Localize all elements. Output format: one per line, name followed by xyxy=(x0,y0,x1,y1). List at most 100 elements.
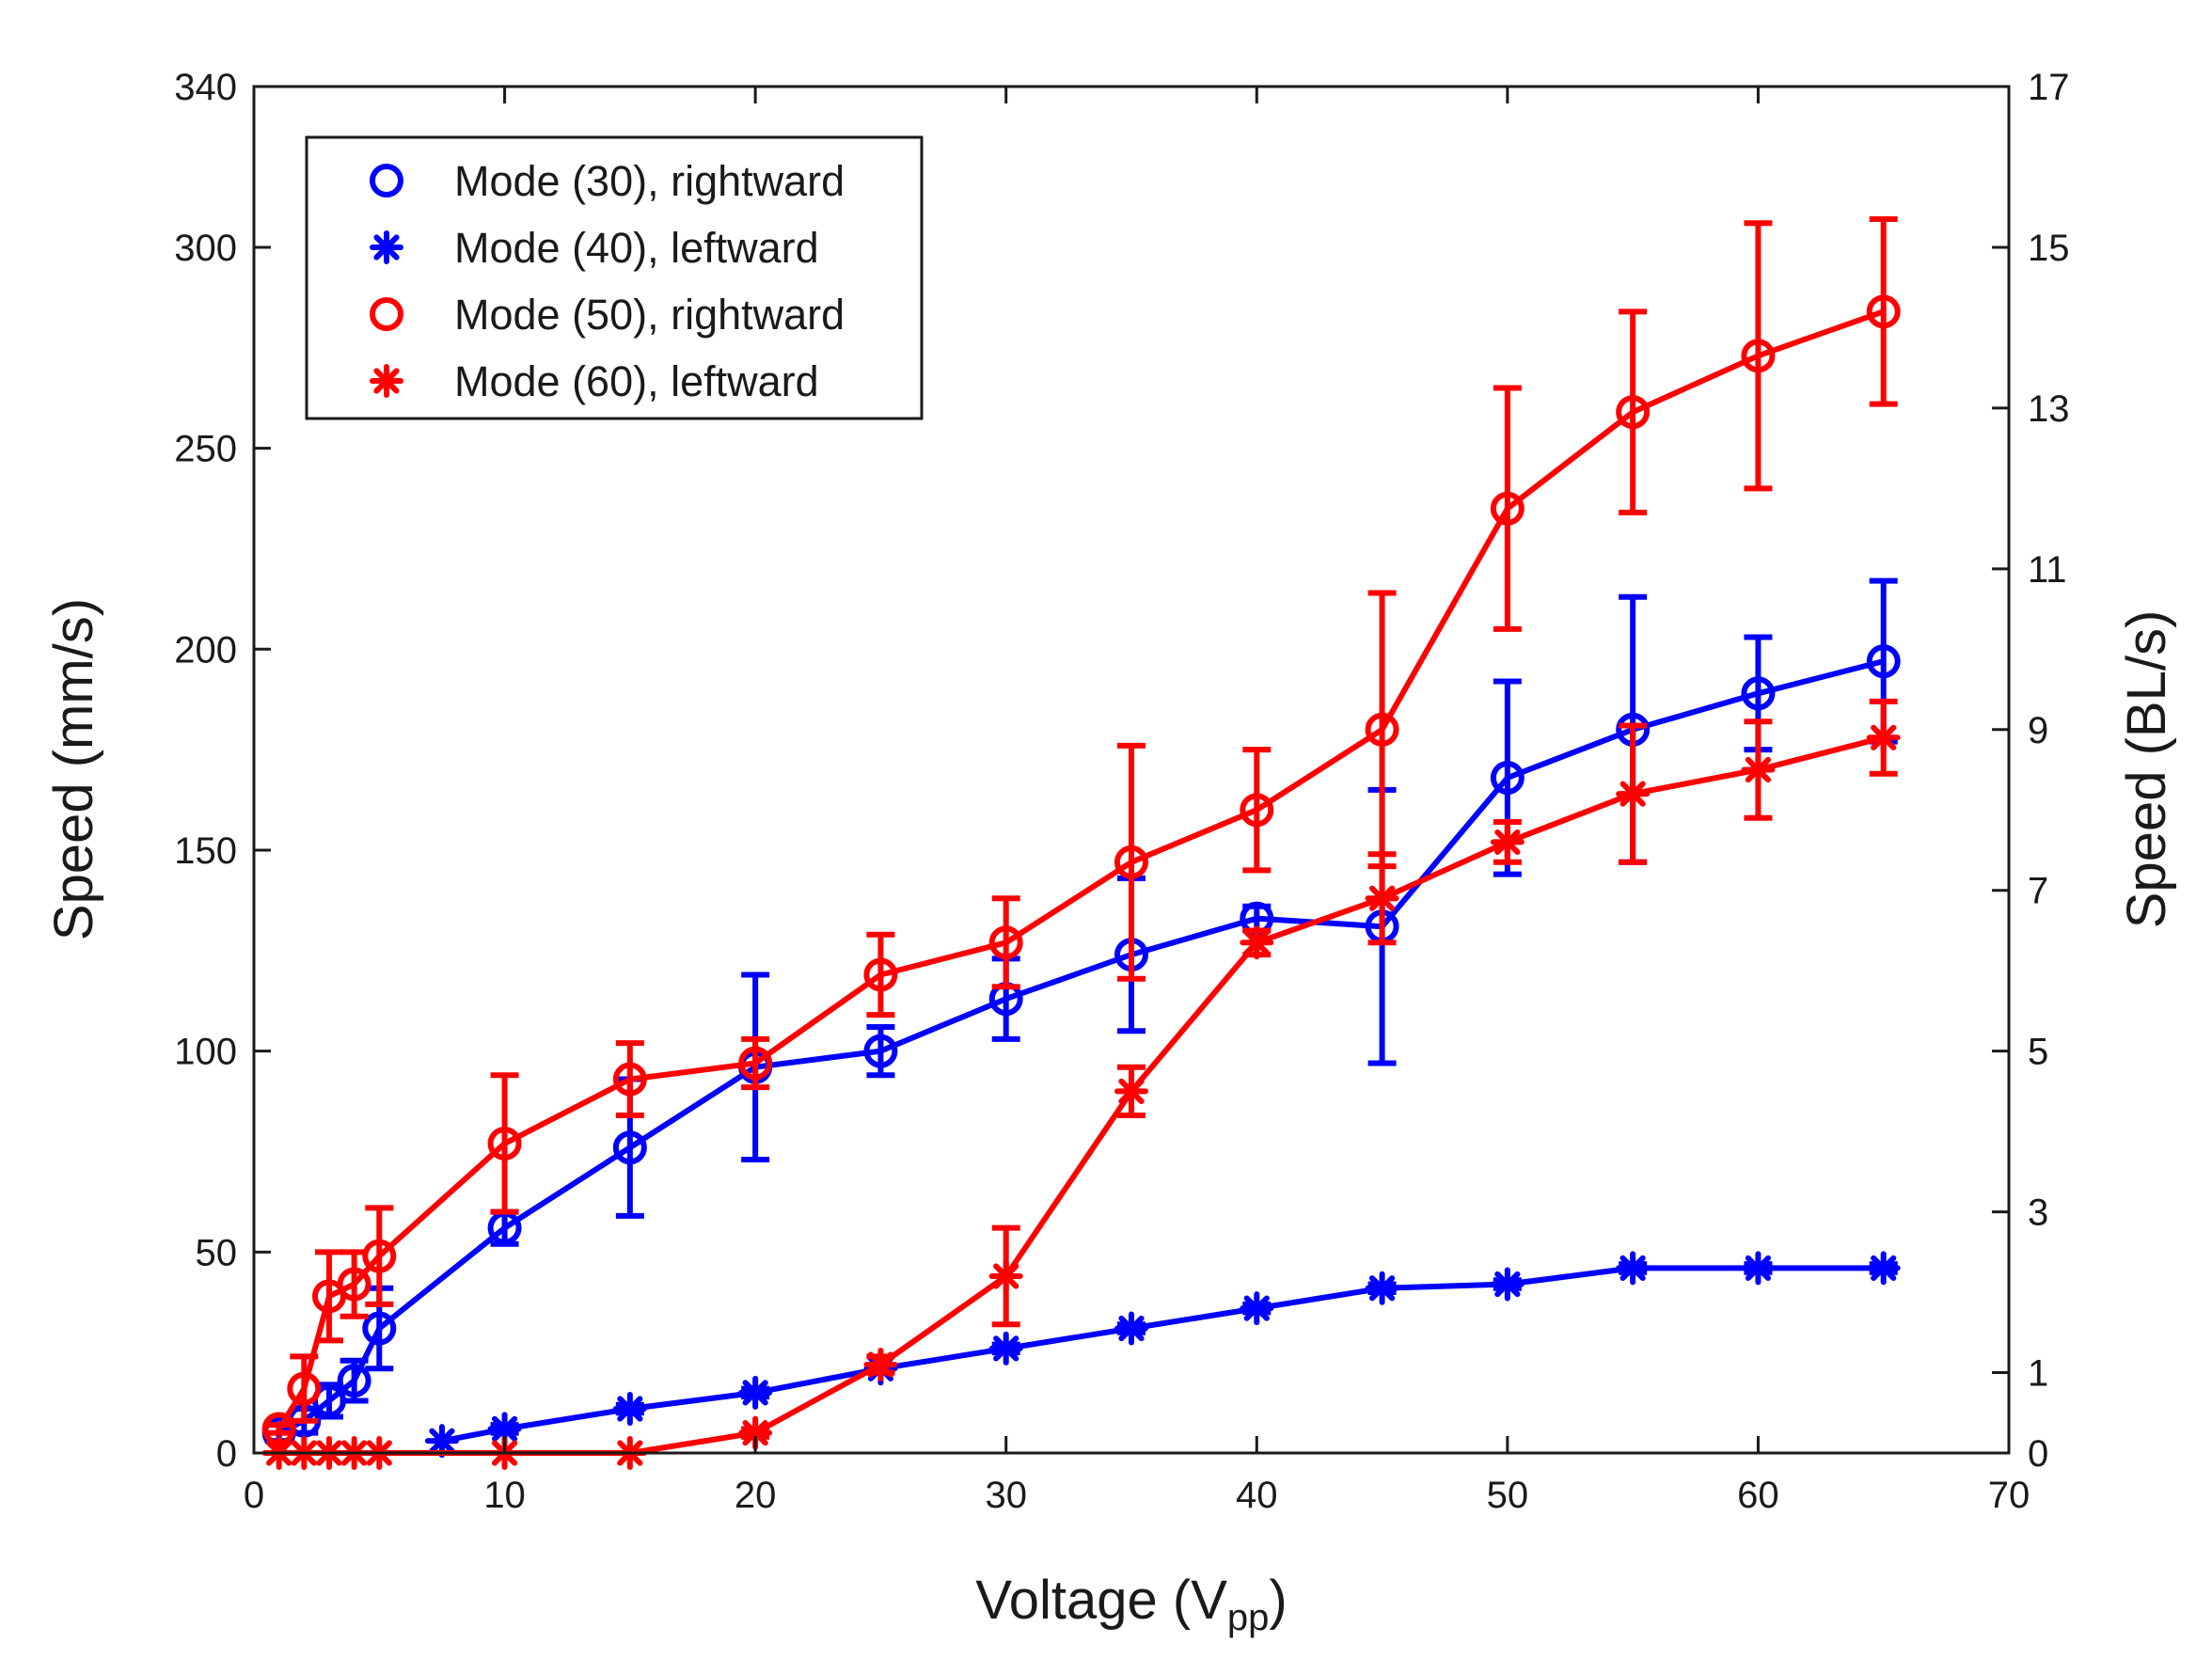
error-bar xyxy=(991,895,1020,990)
asterisk-stroke xyxy=(1118,1078,1145,1104)
asterisk-stroke xyxy=(1368,885,1396,911)
legend-entry: Mode (40), leftward xyxy=(370,224,819,272)
y-left-tick-label: 50 xyxy=(196,1232,238,1273)
y-left-tick-label: 200 xyxy=(174,629,237,671)
x-tick-label: 60 xyxy=(1737,1475,1779,1516)
y-right-tick-label: 11 xyxy=(2028,549,2067,591)
data-point xyxy=(1616,395,1651,430)
error-bar xyxy=(490,1072,519,1215)
data-point xyxy=(287,1371,322,1406)
error-bar xyxy=(314,1249,343,1344)
error-bar xyxy=(1117,742,1146,982)
x-tick-label: 40 xyxy=(1236,1475,1278,1516)
error-bar xyxy=(1619,308,1648,515)
asterisk-stroke xyxy=(1745,756,1772,783)
x-tick-label: 70 xyxy=(1988,1475,2030,1516)
data-point xyxy=(1866,294,1901,329)
data-point xyxy=(612,1391,647,1426)
asterisk-stroke xyxy=(867,1351,894,1378)
error-bar xyxy=(365,1205,394,1307)
data-point xyxy=(362,1239,397,1273)
data-point xyxy=(863,957,898,992)
legend-marker xyxy=(370,364,403,398)
asterisk-stroke xyxy=(1620,1255,1646,1282)
asterisk-stroke xyxy=(491,1415,518,1442)
error-bar xyxy=(1242,747,1272,874)
data-point xyxy=(738,1375,773,1410)
error-bar xyxy=(1744,220,1773,492)
data-point xyxy=(1866,1251,1901,1286)
asterisk-stroke xyxy=(1871,724,1897,750)
y-left-tick-label: 0 xyxy=(216,1433,237,1475)
x-tick-label: 0 xyxy=(244,1475,264,1516)
legend-marker xyxy=(370,230,403,264)
y-left-tick-label: 100 xyxy=(174,1032,237,1073)
y-right-tick-label: 9 xyxy=(2028,710,2048,751)
asterisk-stroke xyxy=(742,1420,768,1446)
data-point xyxy=(1240,925,1274,960)
data-point xyxy=(988,925,1023,960)
asterisk-stroke xyxy=(1871,1255,1897,1282)
error-bar xyxy=(615,1040,644,1119)
asterisk-stroke xyxy=(1745,1255,1772,1282)
data-point xyxy=(988,1258,1023,1293)
legend-entry: Mode (60), leftward xyxy=(370,357,819,405)
data-point xyxy=(1365,1271,1399,1305)
data-point xyxy=(1866,720,1901,755)
data-point xyxy=(1741,1251,1776,1286)
y-axis-right-title: Speed (BL/s) xyxy=(2116,610,2177,929)
data-point xyxy=(1490,825,1525,860)
data-point xyxy=(1490,491,1525,526)
legend: Mode (30), rightward Mode (40), leftward M… xyxy=(305,135,924,420)
x-axis-title-main: Voltage (V xyxy=(975,1570,1227,1631)
ticks-layer: 0 10 20 30 40 50 60 700501001502002503003400135… xyxy=(174,67,2069,1516)
asterisk-stroke xyxy=(1118,1315,1145,1342)
legend-entry: Mode (30), rightward xyxy=(370,157,845,205)
y-right-tick-label: 13 xyxy=(2028,388,2070,430)
data-point xyxy=(988,1331,1023,1366)
data-point xyxy=(1490,1267,1525,1302)
asterisk-stroke xyxy=(373,368,400,394)
y-right-tick-label: 0 xyxy=(2028,1433,2048,1475)
y-right-tick-label: 17 xyxy=(2028,67,2070,108)
x-axis-title-close: ) xyxy=(1269,1570,1287,1631)
y-right-tick-label: 1 xyxy=(2028,1353,2048,1395)
asterisk-stroke xyxy=(1620,781,1646,807)
data-point xyxy=(1866,644,1901,679)
error-bar xyxy=(290,1353,319,1424)
x-tick-label: 10 xyxy=(483,1475,526,1516)
data-point xyxy=(1365,712,1399,747)
data-point xyxy=(1365,881,1399,916)
plot-frame xyxy=(252,85,2011,1455)
asterisk-stroke xyxy=(993,1263,1019,1289)
error-bar xyxy=(1869,216,1898,407)
asterisk-stroke xyxy=(373,234,400,261)
data-point xyxy=(1616,1251,1651,1286)
asterisk-stroke xyxy=(429,1428,455,1454)
data-point xyxy=(612,1062,647,1097)
asterisk-stroke xyxy=(1494,1271,1521,1298)
error-bar xyxy=(1493,385,1522,632)
data-point xyxy=(337,1364,371,1398)
data-point xyxy=(1240,1291,1274,1326)
legend-box xyxy=(305,135,924,420)
legend-label: Mode (60), leftward xyxy=(454,357,819,405)
data-point xyxy=(337,1267,371,1302)
asterisk-stroke xyxy=(742,1380,768,1406)
error-bar xyxy=(264,1422,293,1436)
legend-label: Mode (50), rightward xyxy=(454,291,845,339)
data-point xyxy=(1741,676,1776,711)
y-right-tick-label: 5 xyxy=(2028,1032,2048,1073)
data-point xyxy=(487,1126,522,1161)
legend-entry: Mode (50), rightward xyxy=(370,291,845,339)
data-point xyxy=(1741,339,1776,373)
asterisk-stroke xyxy=(1368,1275,1396,1302)
data-point xyxy=(1114,1311,1148,1346)
asterisk-stroke xyxy=(1243,929,1270,955)
asterisk-stroke xyxy=(993,1335,1019,1362)
y-left-tick-label: 250 xyxy=(174,429,237,470)
legend-marker xyxy=(370,164,403,197)
data-point xyxy=(863,1034,898,1068)
data-point xyxy=(863,1347,898,1382)
y-left-tick-label: 150 xyxy=(174,830,237,872)
